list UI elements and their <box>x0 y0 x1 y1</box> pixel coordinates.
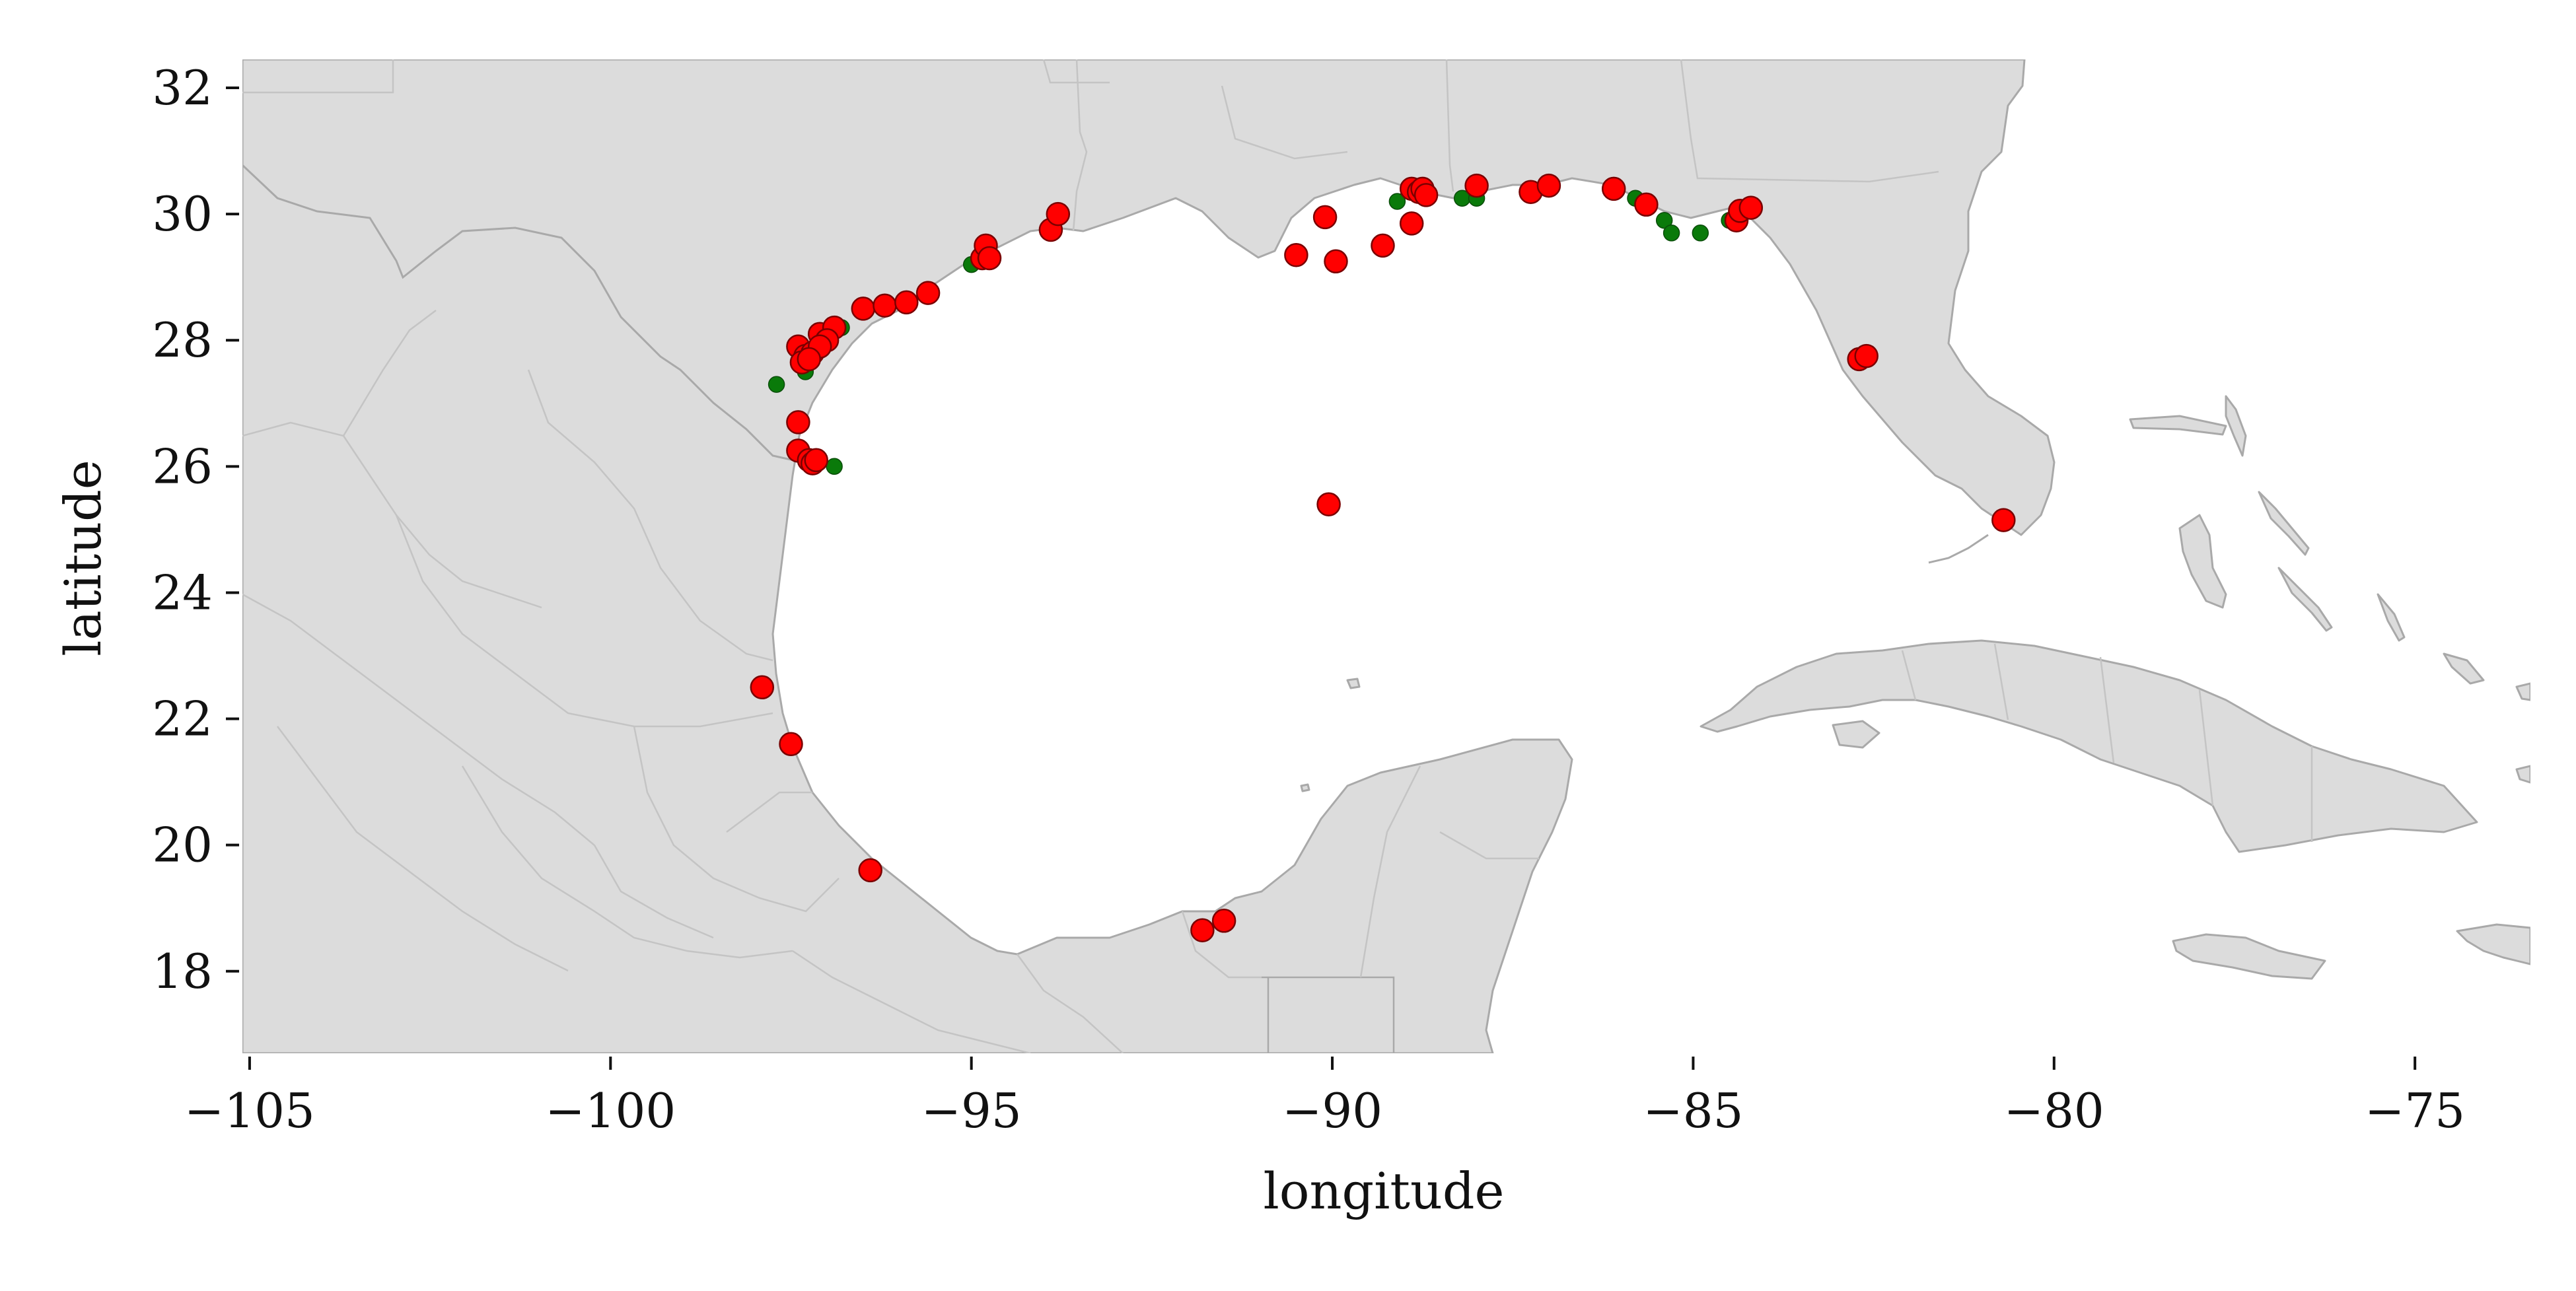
green-marker <box>1388 193 1406 210</box>
mississippi-border <box>1221 85 1348 160</box>
x-axis: −105 −100 −95 −90 −85 −80 −75 <box>184 1057 2465 1138</box>
y-tick-label: 20 <box>152 818 213 873</box>
mexico-state-4 <box>395 514 773 728</box>
andros-island <box>2178 514 2227 609</box>
mexico-state-13 <box>1181 911 1262 979</box>
y-axis-label: latitude <box>54 460 112 656</box>
florida-keys <box>1928 534 1989 564</box>
exuma-islands <box>2277 567 2333 632</box>
y-tick-label: 28 <box>152 312 213 368</box>
mexico-state-8 <box>726 791 812 833</box>
red-marker <box>1413 183 1439 207</box>
eleuthera-island <box>2258 491 2310 556</box>
hispaniola-north <box>2515 765 2530 784</box>
red-marker <box>804 448 828 473</box>
us-mexico-border <box>242 164 803 464</box>
oklahoma-line <box>242 59 394 94</box>
red-marker <box>786 410 810 435</box>
red-marker <box>1854 343 1878 368</box>
long-island-bahamas <box>2377 593 2406 642</box>
red-marker <box>1601 176 1626 201</box>
alabama-border <box>1445 59 1454 192</box>
x-tick-label: −105 <box>184 1083 315 1138</box>
red-marker <box>1371 233 1395 258</box>
green-marker <box>1655 211 1673 229</box>
cuba-provinces <box>1901 643 2313 842</box>
y-tick-label: 30 <box>152 186 213 242</box>
green-marker <box>768 376 785 393</box>
hispaniola-island <box>2456 923 2530 965</box>
mexico-state-3 <box>527 369 773 662</box>
mainland-landmass <box>242 59 2056 1053</box>
caicos-islands <box>2515 682 2530 701</box>
y-tick-label: 26 <box>152 438 213 494</box>
red-marker <box>1312 205 1338 230</box>
red-marker <box>1046 201 1071 227</box>
red-marker <box>1399 211 1424 236</box>
red-marker <box>851 297 876 321</box>
red-marker <box>977 246 1002 271</box>
green-marker <box>1692 225 1709 242</box>
x-tick-label: −75 <box>2365 1083 2465 1138</box>
georgia-border <box>1680 59 1939 183</box>
acklins-island <box>2443 652 2485 685</box>
x-axis-label: longitude <box>1263 1162 1504 1220</box>
arkansas-line <box>1042 59 1110 84</box>
mexico-state-2 <box>342 310 437 436</box>
red-marker <box>1211 909 1236 933</box>
guatemala-border <box>1262 976 1395 1053</box>
y-tick-label: 22 <box>152 691 213 747</box>
political-borders <box>242 59 2313 1053</box>
red-marker <box>1634 192 1659 217</box>
red-marker <box>1991 508 2016 532</box>
mexico-state-11 <box>792 950 1031 1053</box>
mexico-state-7 <box>633 726 840 913</box>
red-marker <box>915 281 941 305</box>
jamaica-island <box>2172 933 2326 980</box>
red-marker <box>1316 492 1341 516</box>
y-tick-label: 32 <box>152 60 213 116</box>
red-marker <box>1324 249 1348 274</box>
x-tick-label: −85 <box>1643 1083 1743 1138</box>
mexico-state-12 <box>1016 954 1124 1053</box>
red-marker <box>779 732 803 757</box>
y-tick-label: 24 <box>152 565 213 620</box>
mexico-state-5 <box>242 593 595 846</box>
x-tick-label: −90 <box>1282 1083 1382 1138</box>
red-marker <box>797 347 822 372</box>
red-marker <box>894 290 919 315</box>
cuba-island <box>1699 639 2478 853</box>
red-marker <box>858 858 882 883</box>
gulf-islet-2 <box>1300 783 1310 792</box>
red-marker <box>1190 918 1215 942</box>
x-tick-label: −95 <box>921 1083 1022 1138</box>
red-marker <box>1464 173 1489 198</box>
green-marker <box>1663 225 1680 242</box>
red-marker <box>873 293 897 318</box>
x-tick-label: −80 <box>2004 1083 2104 1138</box>
isla-juventud <box>1832 720 1880 749</box>
red-marker <box>750 675 775 700</box>
texas-louisiana-border <box>1072 59 1088 232</box>
y-axis: 18 20 22 24 26 28 30 32 <box>152 60 239 999</box>
red-marker <box>1284 242 1308 267</box>
abaco-island <box>2225 395 2247 457</box>
basemap <box>242 59 2530 1053</box>
y-tick-label: 18 <box>152 944 213 999</box>
green-marker <box>826 458 843 475</box>
red-marker <box>1738 195 1764 220</box>
yucatan-states <box>1359 765 1539 978</box>
mexico-state-6 <box>461 765 793 959</box>
mexico-state-9 <box>593 845 714 939</box>
x-tick-label: −100 <box>545 1083 676 1138</box>
red-markers-layer <box>750 173 2016 942</box>
grand-bahama-island <box>2129 415 2227 436</box>
red-marker <box>1536 173 1561 198</box>
gulf-islet-1 <box>1346 678 1361 689</box>
mexico-state-10 <box>277 726 569 972</box>
